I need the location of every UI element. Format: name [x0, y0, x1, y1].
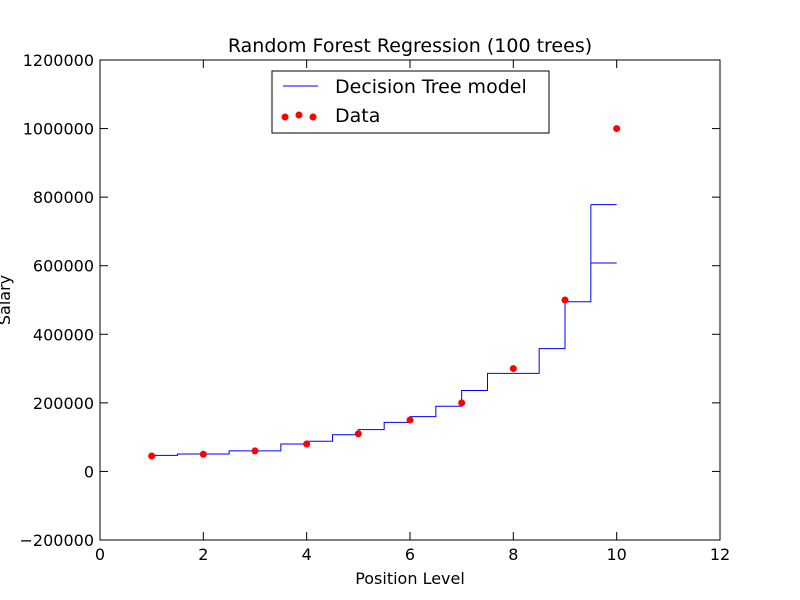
x-tick-label: 6 — [405, 545, 415, 564]
y-tick-label: −200000 — [20, 531, 94, 550]
y-tick-label: 200000 — [33, 394, 94, 413]
x-axis-title: Position Level — [355, 569, 465, 588]
x-tick-label: 12 — [710, 545, 730, 564]
chart-title: Random Forest Regression (100 trees) — [228, 35, 592, 57]
plot-area — [148, 125, 621, 460]
y-axis-title: Salary — [0, 275, 14, 325]
legend-label-decision-tree: Decision Tree model — [335, 76, 527, 98]
data-point — [251, 447, 259, 455]
x-tick-label: 2 — [198, 545, 208, 564]
data-point — [561, 296, 569, 304]
data-point — [458, 399, 466, 407]
y-tick-label: 600000 — [33, 257, 94, 276]
y-tick-label: 400000 — [33, 325, 94, 344]
data-point — [509, 365, 517, 373]
x-tick-label: 8 — [508, 545, 518, 564]
x-tick-label: 4 — [302, 545, 312, 564]
y-tick-label: 1000000 — [23, 120, 94, 139]
legend-marker-dot — [295, 111, 303, 119]
axis-ticks: 0 2 4 6 8 10 12−200000020000040000060000080000… — [20, 51, 731, 564]
data-point — [148, 452, 156, 460]
x-tick-label: 0 — [95, 545, 105, 564]
legend-marker-dot — [281, 113, 289, 121]
y-tick-label: 0 — [84, 462, 94, 481]
legend: Decision Tree model Data — [271, 70, 550, 134]
legend-box — [271, 70, 550, 134]
y-tick-label: 800000 — [33, 188, 94, 207]
data-point — [199, 450, 207, 458]
data-point — [303, 440, 311, 448]
legend-marker-dot — [309, 113, 317, 121]
data-point — [613, 125, 621, 133]
x-tick-label: 10 — [606, 545, 626, 564]
data-point — [354, 430, 362, 438]
data-point — [406, 416, 414, 424]
series-line-decision-tree — [151, 262, 617, 456]
legend-label-data: Data — [335, 105, 380, 127]
y-tick-label: 1200000 — [23, 51, 94, 70]
